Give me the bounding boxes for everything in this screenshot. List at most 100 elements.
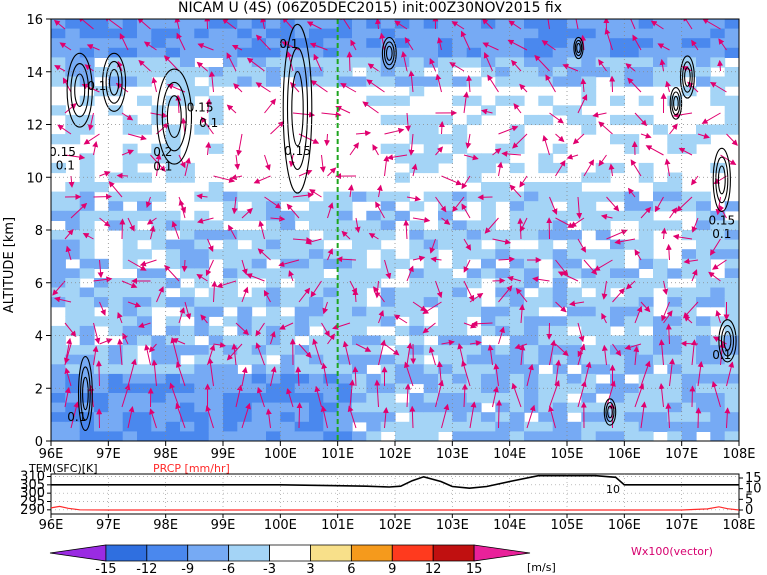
shade-cell: [223, 76, 238, 87]
colorbar-swatch: [105, 544, 148, 562]
shade-cell: [581, 28, 597, 39]
wind-vector: [264, 196, 282, 209]
shade-cell: [323, 67, 339, 78]
shade-cell: [638, 393, 654, 404]
lower-contour-label: 10: [606, 483, 620, 496]
shade-cell: [337, 201, 353, 212]
wind-vector: [286, 387, 294, 408]
shade-cell: [624, 354, 640, 365]
wind-vector: [386, 154, 408, 161]
shade-cell: [667, 316, 683, 327]
shade-cell: [51, 67, 66, 78]
shade-cell: [337, 431, 353, 441]
shade-cell: [51, 249, 66, 260]
shade-cell: [509, 38, 525, 49]
shade-cell: [595, 28, 611, 39]
shade-cell: [538, 220, 554, 231]
shade-cell: [624, 316, 640, 327]
shade-cell: [51, 47, 66, 58]
shade-cell: [395, 95, 410, 106]
shade-cell: [337, 421, 353, 432]
shade-cell: [481, 306, 496, 317]
shade-cell: [151, 143, 167, 154]
shade-cell: [94, 67, 109, 78]
shade-cell: [624, 306, 640, 317]
shade-cell: [94, 278, 109, 289]
shade-cell: [122, 191, 138, 202]
shade-cell: [438, 345, 453, 356]
shade-cell: [165, 297, 181, 308]
shade-cell: [151, 278, 167, 289]
shade-cell: [466, 306, 482, 317]
lower-x-tick-label: 96E: [39, 518, 64, 533]
shade-cell: [366, 335, 382, 346]
shade-cell: [251, 421, 267, 432]
shade-cell: [122, 124, 138, 135]
shade-cell: [452, 373, 468, 385]
shade-cell: [251, 268, 267, 279]
shade-cell: [352, 47, 367, 58]
shade-cell: [194, 19, 210, 30]
wind-vector: [382, 407, 389, 429]
shade-cell: [366, 278, 382, 289]
shade-cell: [366, 28, 382, 39]
shade-cell: [653, 124, 668, 135]
shade-cell: [466, 393, 482, 404]
shade-cell: [180, 249, 195, 260]
shade-cell: [180, 76, 195, 87]
shade-cell: [208, 421, 224, 432]
shade-cell: [51, 421, 66, 432]
shade-cell: [610, 258, 625, 269]
shade-cell: [108, 191, 124, 202]
wind-vector: [411, 163, 418, 177]
shade-cell: [581, 306, 597, 317]
shade-cell: [495, 38, 511, 49]
shade-cell: [294, 76, 310, 87]
contour-value-label: 0.1: [199, 116, 218, 130]
shade-cell: [452, 19, 468, 30]
wind-vector: [366, 79, 385, 93]
wind-vector: [545, 74, 556, 93]
shade-cell: [724, 364, 739, 375]
shade-cell: [137, 421, 152, 432]
colorbar-swatch: [350, 544, 393, 562]
shade-cell: [395, 76, 410, 87]
shade-cell: [538, 249, 554, 260]
shade-cell: [137, 210, 152, 221]
shade-cell: [237, 316, 253, 327]
shade-cell: [65, 76, 81, 87]
shade-cell: [122, 335, 138, 346]
shade-cell: [681, 191, 697, 202]
wind-vector: [264, 154, 271, 171]
shade-cell: [65, 239, 81, 250]
wind-vector: [542, 134, 550, 156]
shade-cell: [180, 162, 195, 174]
shade-cell: [122, 354, 138, 365]
shade-cell: [251, 239, 267, 250]
shade-cell: [165, 124, 181, 135]
shade-cell: [610, 373, 625, 385]
shade-cell: [309, 268, 324, 279]
shade-cell: [294, 278, 310, 289]
shade-cell: [481, 162, 496, 174]
wind-vector: [726, 133, 738, 146]
shade-cell: [237, 28, 253, 39]
shade-cell: [337, 258, 353, 269]
shade-cell: [610, 38, 625, 49]
wind-vector: [519, 344, 526, 366]
wind-vector: [145, 196, 152, 208]
shade-cell: [237, 38, 253, 49]
shade-cell: [79, 201, 95, 212]
shade-cell: [481, 373, 496, 385]
shade-cell: [552, 38, 568, 49]
shade-cell: [481, 258, 496, 269]
shade-cell: [165, 28, 181, 39]
shade-cell: [108, 345, 124, 356]
shade-cell: [581, 325, 597, 337]
shade-cell: [223, 191, 238, 202]
shade-cell: [380, 335, 396, 346]
wind-vector: [634, 305, 643, 324]
shade-cell: [237, 258, 253, 269]
wind-vector: [701, 112, 721, 124]
shade-cell: [610, 278, 625, 289]
